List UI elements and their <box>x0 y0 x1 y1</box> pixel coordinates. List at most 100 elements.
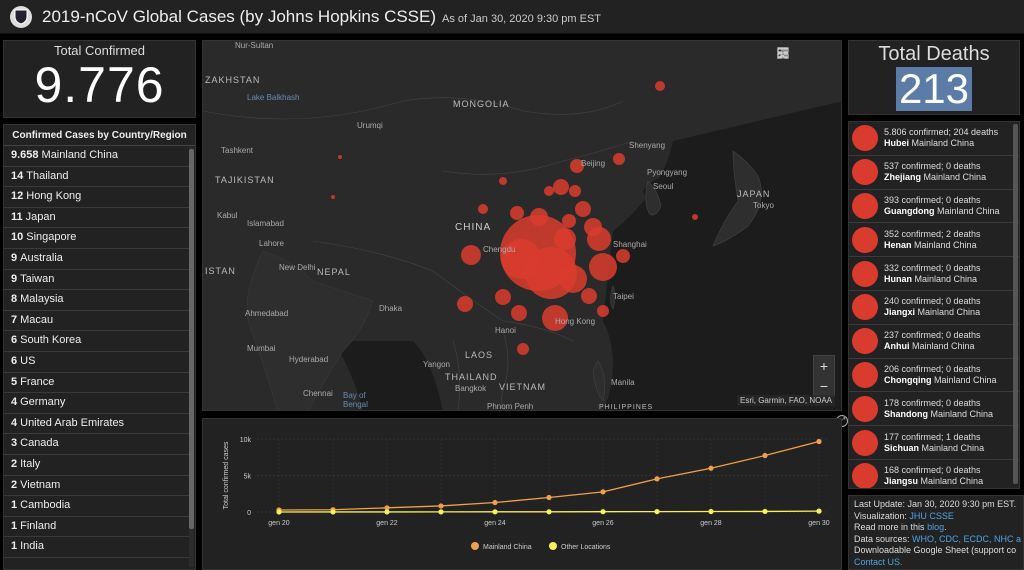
zoom-in-button[interactable]: + <box>819 358 829 374</box>
country-list-heading: Confirmed Cases by Country/Region <box>4 125 195 146</box>
country-count: 9 <box>11 272 18 285</box>
country-list-scrollbar-thumb[interactable] <box>189 149 194 529</box>
country-list-item[interactable]: 4 Germany <box>4 393 190 414</box>
country-count: 2 <box>11 457 18 470</box>
province-list-item[interactable]: 240 confirmed; 0 deaths Jiangxi Mainland … <box>849 291 1019 325</box>
japan-shape <box>712 150 762 247</box>
chart-y-tick: 10k <box>240 437 252 444</box>
country-list-item[interactable]: 5 France <box>4 373 190 394</box>
case-bubble[interactable] <box>542 305 568 331</box>
case-bubble[interactable] <box>655 81 665 91</box>
google-sheet-text[interactable]: Downloadable Google Sheet (support co <box>854 545 1017 555</box>
case-bubble[interactable] <box>559 265 587 293</box>
province-list-item[interactable]: 5.806 confirmed; 204 deaths Hubei Mainlan… <box>849 122 1019 156</box>
case-bubble[interactable] <box>597 305 609 317</box>
province-list-panel[interactable]: 5.806 confirmed; 204 deaths Hubei Mainlan… <box>848 121 1020 489</box>
province-stats: 537 confirmed; 0 deaths <box>884 161 981 172</box>
case-bubble[interactable] <box>331 195 335 199</box>
qr-icon[interactable] <box>777 47 835 61</box>
case-bubble[interactable] <box>510 206 524 220</box>
province-stats: 237 confirmed; 0 deaths <box>884 330 981 341</box>
case-bubble[interactable] <box>589 253 617 281</box>
chart-data-point <box>546 509 552 515</box>
label-lake-balkhash: Lake Balkhash <box>247 93 300 102</box>
case-bubble[interactable] <box>517 343 529 355</box>
province-list-item[interactable]: 332 confirmed; 0 deaths Hunan Mainland Ch… <box>849 257 1019 291</box>
country-list-item[interactable]: 8 Malaysia <box>4 290 190 311</box>
blog-link[interactable]: blog <box>927 522 945 532</box>
province-list-item[interactable]: 206 confirmed; 0 deaths Chongqing Mainlan… <box>849 359 1019 393</box>
case-bubble[interactable] <box>570 159 584 173</box>
country-list-item[interactable]: 6 South Korea <box>4 331 190 352</box>
chart-panel: 0 5k 10k gen 20 gen 22 gen 24 gen 26 gen 28 gen … <box>202 418 842 570</box>
zoom-out-button[interactable]: − <box>819 378 829 394</box>
contact-us-link[interactable]: Contact US. <box>854 556 903 567</box>
country-list-item[interactable]: 6 US <box>4 352 190 373</box>
province-list-scrollbar-thumb[interactable] <box>1013 124 1018 484</box>
map-panel[interactable]: Nur-Sultan ZAKHSTAN MONGOLIA Lake Balkha… <box>202 40 842 411</box>
province-name: Chongqing <box>884 374 932 385</box>
case-bubble[interactable] <box>457 296 473 312</box>
case-bubble[interactable] <box>616 249 630 263</box>
country-count: 9.658 <box>11 149 39 161</box>
case-bubble[interactable] <box>613 153 625 165</box>
jhu-csse-link[interactable]: JHU CSSE <box>909 510 954 521</box>
case-bubble[interactable] <box>692 214 698 220</box>
case-bubble[interactable] <box>575 201 591 217</box>
country-list-item[interactable]: 1 Cambodia <box>4 496 190 517</box>
country-name: Macau <box>20 313 54 326</box>
country-list-item[interactable]: 9 Australia <box>4 249 190 270</box>
province-stats: 240 confirmed; 0 deaths <box>884 296 981 307</box>
map-canvas[interactable] <box>203 41 842 411</box>
list-icon[interactable] <box>778 47 813 61</box>
country-list-item[interactable]: 14 Thailand <box>4 167 190 188</box>
country-list-item[interactable]: 4 United Arab Emirates <box>4 414 190 435</box>
case-bubble[interactable] <box>501 239 541 279</box>
case-bubble[interactable] <box>478 204 488 214</box>
province-list-item[interactable]: 237 confirmed; 0 deaths Anhui Mainland Ch… <box>849 325 1019 359</box>
case-bubble[interactable] <box>569 185 581 197</box>
country-list-item[interactable]: 12 Hong Kong <box>4 187 190 208</box>
chart-data-point <box>492 499 498 506</box>
province-name: Guangdong <box>884 205 935 216</box>
country-list-item[interactable]: 3 Canada <box>4 434 190 455</box>
case-bubble[interactable] <box>530 208 548 226</box>
country-list-panel[interactable]: Confirmed Cases by Country/Region 9.658 M… <box>3 124 196 570</box>
province-list: 5.806 confirmed; 204 deaths Hubei Mainlan… <box>849 122 1019 488</box>
label-hanoi: Hanoi <box>495 326 516 335</box>
data-sources-links[interactable]: WHO, CDC, ECDC, NHC a <box>912 533 1022 544</box>
case-bubble[interactable] <box>461 245 481 265</box>
chart-x-tick: gen 26 <box>592 520 614 527</box>
label-hyderabad: Hyderabad <box>289 355 329 364</box>
country-list-item[interactable]: 1 India <box>4 537 190 558</box>
case-bubble[interactable] <box>553 179 569 195</box>
province-list-item[interactable]: 178 confirmed; 0 deaths Shandong Mainland… <box>849 392 1019 427</box>
case-bubble[interactable] <box>499 177 507 185</box>
country-list-item[interactable]: 11 Japan <box>4 208 190 229</box>
country-list-item[interactable]: 2 Italy <box>4 455 190 476</box>
province-list-item[interactable]: 537 confirmed; 0 deaths Zhejiang Mainland… <box>849 156 1019 190</box>
case-bubble[interactable] <box>544 186 554 196</box>
case-bubble[interactable] <box>495 289 511 305</box>
label-mongolia: MONGOLIA <box>453 99 510 109</box>
case-bubble[interactable] <box>584 218 602 236</box>
case-bubble[interactable] <box>338 155 342 159</box>
case-bubble[interactable] <box>511 305 527 321</box>
chart-x-tick: gen 30 <box>808 520 830 527</box>
province-list-item[interactable]: 393 confirmed; 0 deaths Guangdong Mainlan… <box>849 190 1019 224</box>
province-name: Henan <box>884 239 912 250</box>
country-count: 1 <box>11 519 18 532</box>
country-list-item[interactable]: 7 Macau <box>4 311 190 332</box>
country-list-item[interactable]: 9 Taiwan <box>4 270 190 291</box>
country-list-item[interactable]: 9.658 Mainland China <box>4 146 190 167</box>
case-bubble[interactable] <box>562 214 576 228</box>
country-list-item[interactable]: 2 Vietnam <box>4 476 190 497</box>
province-list-item[interactable]: 352 confirmed; 2 deaths Henan Mainland Ch… <box>849 223 1019 258</box>
total-confirmed-panel: Total Confirmed 9.776 <box>3 40 196 118</box>
province-list-item[interactable]: 168 confirmed; 0 deaths Jiangsu Mainland … <box>849 460 1019 488</box>
country-list-item[interactable]: 1 Finland <box>4 517 190 538</box>
case-bubble[interactable] <box>554 228 576 250</box>
province-list-item[interactable]: 177 confirmed; 1 deaths Sichuan Mainland … <box>849 426 1019 460</box>
country-list-item[interactable]: 10 Singapore <box>4 228 190 249</box>
case-bubble[interactable] <box>581 288 597 304</box>
